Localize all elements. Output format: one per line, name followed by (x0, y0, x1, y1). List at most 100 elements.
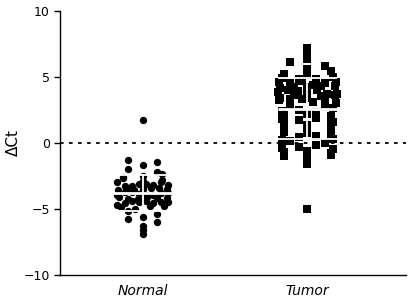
Point (150, 193, 157, 198)
Point (139, 227, 146, 232)
Point (143, 193, 150, 198)
Point (281, 150, 288, 154)
Point (150, 182, 157, 187)
Point (298, 78, 305, 83)
Point (278, 109, 285, 113)
Point (120, 176, 126, 181)
Point (276, 95, 283, 100)
Point (304, 48, 311, 53)
Point (159, 177, 165, 182)
Point (129, 198, 135, 203)
Point (304, 159, 311, 164)
Y-axis label: ΔCt: ΔCt (5, 129, 21, 156)
Point (139, 223, 146, 228)
Point (157, 200, 164, 205)
Point (132, 206, 139, 211)
Point (313, 133, 319, 138)
Point (281, 130, 288, 134)
Point (275, 79, 282, 84)
Point (330, 147, 337, 152)
Point (332, 83, 339, 88)
Point (304, 131, 311, 136)
Point (295, 135, 302, 140)
Point (115, 194, 122, 199)
Point (139, 163, 146, 168)
Point (114, 180, 121, 185)
Point (295, 144, 302, 149)
Point (120, 174, 126, 179)
Point (125, 209, 131, 214)
Point (281, 124, 288, 129)
Point (313, 143, 319, 148)
Point (304, 45, 311, 50)
Point (278, 138, 285, 143)
Point (321, 81, 328, 86)
Point (304, 89, 311, 94)
Point (304, 161, 311, 166)
Point (287, 81, 293, 86)
Point (327, 152, 334, 157)
Point (143, 181, 150, 186)
Point (310, 99, 316, 104)
Point (276, 86, 283, 91)
Point (147, 204, 153, 209)
Point (327, 132, 334, 137)
Point (294, 89, 301, 94)
Point (136, 181, 142, 186)
Point (154, 212, 160, 216)
Point (139, 214, 146, 219)
Point (281, 154, 288, 158)
Point (287, 139, 293, 144)
Point (278, 75, 285, 80)
Point (281, 120, 288, 125)
Point (304, 111, 311, 116)
Point (304, 126, 311, 130)
Point (159, 172, 165, 177)
Point (164, 182, 171, 187)
Point (156, 185, 162, 190)
Point (275, 98, 282, 103)
Point (125, 167, 131, 171)
Point (164, 190, 171, 195)
Point (134, 197, 141, 202)
Point (287, 60, 293, 64)
Point (290, 93, 297, 98)
Point (157, 190, 164, 195)
Point (321, 140, 328, 145)
Point (304, 123, 311, 128)
Point (304, 206, 311, 211)
Point (163, 196, 170, 201)
Point (143, 198, 150, 203)
Point (125, 157, 131, 162)
Point (161, 204, 168, 209)
Point (321, 99, 328, 104)
Point (313, 77, 319, 82)
Point (304, 156, 311, 161)
Point (164, 200, 171, 205)
Point (125, 197, 131, 202)
Point (281, 71, 288, 76)
Point (287, 103, 293, 108)
Point (150, 201, 157, 206)
Point (129, 189, 135, 194)
Point (318, 94, 325, 99)
Point (330, 106, 337, 111)
Point (321, 105, 328, 109)
Point (330, 74, 337, 79)
Point (154, 160, 160, 165)
Point (304, 66, 311, 71)
Point (313, 115, 319, 120)
Point (139, 178, 146, 183)
Point (310, 82, 316, 87)
Point (314, 87, 321, 92)
Point (121, 189, 128, 194)
Point (125, 217, 131, 222)
Point (304, 95, 311, 100)
Point (114, 202, 121, 207)
Point (121, 201, 128, 206)
Point (290, 85, 297, 90)
Point (281, 112, 288, 117)
Point (333, 79, 339, 84)
Point (139, 231, 146, 236)
Point (334, 91, 340, 96)
